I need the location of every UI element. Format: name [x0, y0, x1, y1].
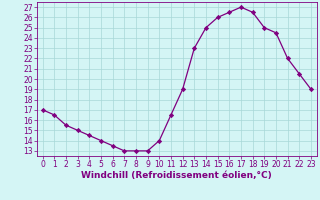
- X-axis label: Windchill (Refroidissement éolien,°C): Windchill (Refroidissement éolien,°C): [81, 171, 272, 180]
